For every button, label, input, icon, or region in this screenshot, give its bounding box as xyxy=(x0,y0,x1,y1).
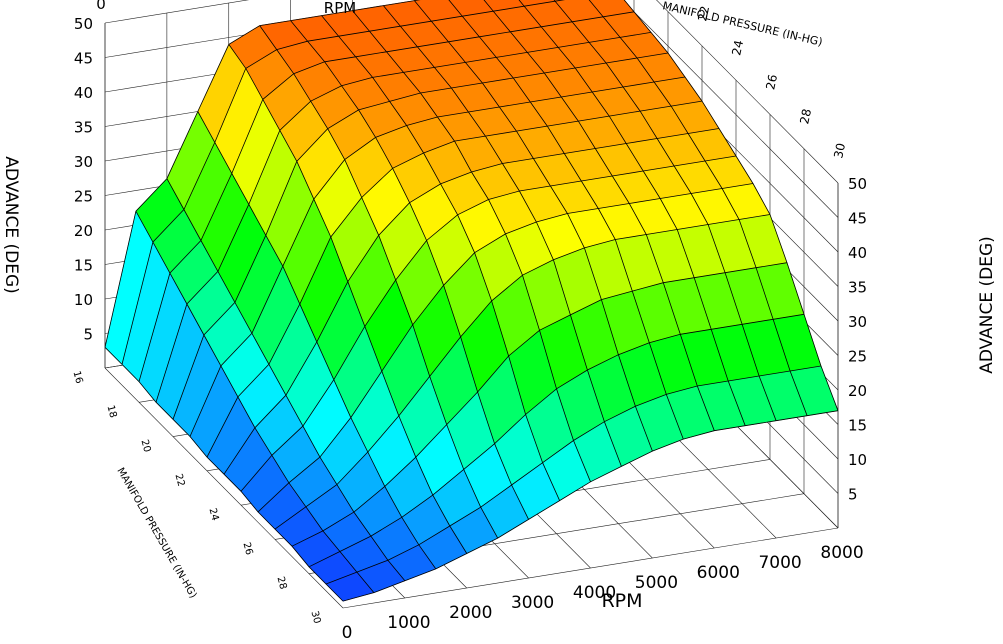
surface-mesh-line-rpm xyxy=(383,5,622,467)
advance-right-tick-label: 35 xyxy=(848,279,867,297)
advance-surface xyxy=(104,0,839,602)
advance-left-tick-label: 35 xyxy=(74,119,93,137)
pressure-top-tick-label: 24 xyxy=(729,39,746,57)
back-wall-gridline-advance xyxy=(104,0,250,24)
pressure-left-tick-label: 30 xyxy=(308,610,322,625)
surface-mesh-line-rpm xyxy=(352,10,591,482)
rpm-bottom-tick-label: 4000 xyxy=(573,583,616,603)
pressure-top-tick-label: 26 xyxy=(763,73,780,91)
surface-mesh-line-rpm xyxy=(166,178,406,582)
pressure-top-tick-label: 22 xyxy=(695,5,712,23)
pressure-top-tick-label: 30 xyxy=(831,142,848,160)
advance-left-tick-label: 5 xyxy=(83,326,93,344)
advance-right-tick-label: 15 xyxy=(848,417,867,435)
surface-mesh-line-rpm xyxy=(104,347,344,602)
advance-right-axis-label: ADVANCE (DEG) xyxy=(977,236,997,374)
rpm-top-axis-label: RPM xyxy=(324,0,356,17)
rpm-bottom-tick-label: 3000 xyxy=(511,593,554,613)
advance-left-tick-label: 10 xyxy=(74,291,93,309)
advance-right-tick-label: 5 xyxy=(848,486,858,504)
pressure-top-tick-label: 28 xyxy=(797,107,814,125)
surface-mesh-line-rpm xyxy=(414,0,653,452)
pressure-left-tick-label: 28 xyxy=(274,575,288,590)
pressure-left-tick-label: 24 xyxy=(206,507,220,522)
rpm-bottom-tick-label: 8000 xyxy=(820,543,863,563)
pressure-left-tick-label: 20 xyxy=(138,438,152,453)
right-wall-gridline-advance xyxy=(656,0,839,184)
rpm-bottom-tick-label: 1000 xyxy=(387,613,430,633)
rpm-bottom-axis-label: RPM xyxy=(601,590,642,612)
surface-mesh-line-rpm xyxy=(321,15,560,501)
advance-left-axis-label: ADVANCE (DEG) xyxy=(1,156,21,294)
pressure-left-tick-label: 22 xyxy=(172,473,186,488)
advance-left-tick-label: 40 xyxy=(74,84,93,102)
advance-right-tick-label: 25 xyxy=(848,348,867,366)
advance-left-tick-label: 20 xyxy=(74,222,93,240)
surface-mesh-line-rpm xyxy=(228,44,468,554)
advance-right-tick-label: 40 xyxy=(848,244,867,262)
right-wall-gridline-advance xyxy=(621,0,839,218)
tick-labels: 0 1000 2000 3000 4000 5000 6000 7000 8000 0 1000 20… xyxy=(70,0,867,643)
surface-mesh-line-rpm xyxy=(588,0,808,416)
rpm-top-tick-label: 1000 xyxy=(144,0,182,3)
floor-gridline-rpm xyxy=(104,367,344,609)
surface-mesh-line-rpm xyxy=(448,0,684,440)
rpm-bottom-tick-label: 0 xyxy=(342,623,353,643)
advance-left-tick-label: 45 xyxy=(74,50,93,68)
surface-mesh-line-rpm xyxy=(135,211,375,593)
floor-gridline-pressure xyxy=(342,527,839,609)
rpm-top-tick-label: 0 xyxy=(96,0,106,13)
rpm-bottom-tick-label: 5000 xyxy=(635,573,678,593)
surface-mesh-line-rpm xyxy=(197,111,437,570)
surface-mesh-line-rpm xyxy=(518,0,746,426)
rpm-bottom-tick-label: 2000 xyxy=(449,603,492,623)
surface-mesh-line-rpm xyxy=(483,0,715,431)
advance-left-tick-label: 50 xyxy=(74,15,93,33)
advance-right-tick-label: 30 xyxy=(848,313,867,331)
advance-right-tick-label: 45 xyxy=(848,210,867,228)
rpm-bottom-tick-label: 6000 xyxy=(697,563,740,583)
advance-right-tick-label: 10 xyxy=(848,451,867,469)
advance-left-tick-label: 25 xyxy=(74,188,93,206)
advance-left-tick-label: 15 xyxy=(74,257,93,275)
surface-mesh-line-rpm xyxy=(553,0,777,421)
surface-mesh-line-rpm xyxy=(290,20,529,520)
pressure-left-tick-label: 16 xyxy=(70,370,84,385)
advance-right-tick-label: 20 xyxy=(848,382,867,400)
pressure-left-tick-label: 18 xyxy=(104,404,118,419)
advance-right-tick-label: 50 xyxy=(848,175,867,193)
rpm-bottom-tick-label: 7000 xyxy=(758,553,801,573)
surface-mesh-line-rpm xyxy=(623,0,839,411)
pressure-left-tick-label: 26 xyxy=(240,541,254,556)
surface-mesh-line-rpm xyxy=(259,25,499,539)
pressure-left-axis-label: MANIFOLD PRESSURE (IN-HG) xyxy=(114,466,198,600)
advance-left-tick-label: 30 xyxy=(74,153,93,171)
